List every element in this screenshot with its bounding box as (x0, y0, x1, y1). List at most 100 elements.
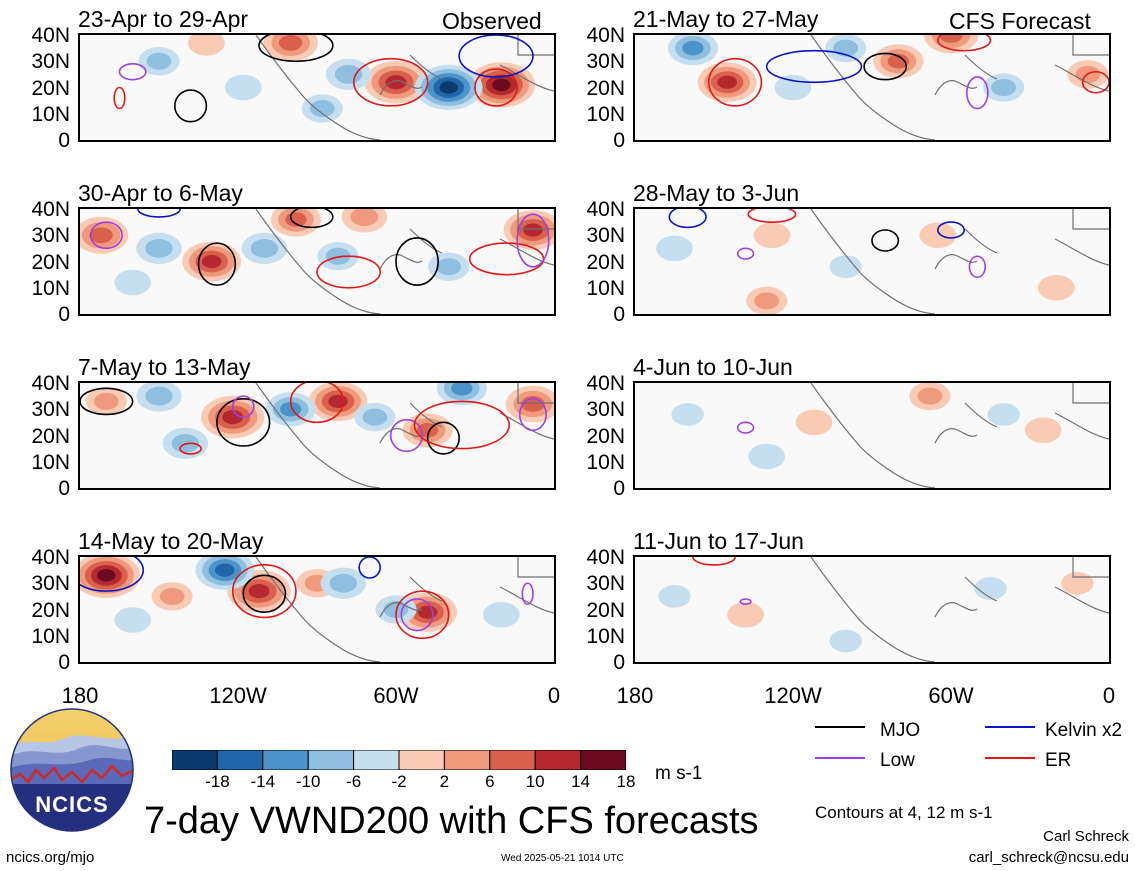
er-contour (289, 383, 345, 424)
colorbar-swatches (171, 749, 627, 771)
colorbar-swatch (262, 749, 309, 771)
y-tick-label: 30N (31, 224, 70, 248)
y-tick-label: 10N (31, 276, 70, 300)
colorbar-label: -18 (205, 772, 230, 791)
positive-anomaly (278, 35, 303, 51)
negative-anomaly (114, 607, 152, 633)
map-panel-p3 (78, 381, 556, 490)
kelvin-contour (137, 209, 181, 218)
er-contour (468, 242, 545, 276)
negative-anomaly (748, 443, 786, 470)
panel-title-p6: 28-May to 3-Jun (633, 180, 800, 206)
panel-title-p2: 30-Apr to 6-May (78, 180, 243, 206)
colorbar-swatch (489, 749, 536, 771)
y-tick-label: 20N (31, 76, 70, 100)
y-tick-label: 20N (586, 76, 625, 100)
colorbar-label: 2 (439, 772, 450, 791)
kelvin-contour (765, 49, 863, 84)
negative-anomaly (774, 74, 812, 101)
positive-anomaly (887, 53, 910, 69)
positive-anomaly (385, 75, 407, 90)
map-field-p2 (80, 209, 554, 314)
kelvin-contour (668, 209, 707, 229)
positive-anomaly (159, 587, 185, 605)
colorbar-swatch (580, 749, 627, 771)
low-contour (739, 598, 752, 606)
negative-anomaly (451, 383, 473, 396)
low-contour (231, 395, 255, 418)
low-contour (89, 221, 123, 250)
legend-low-line (815, 757, 865, 759)
panel-title-p3: 7-May to 13-May (78, 354, 251, 380)
y-tick-label: 0 (613, 651, 625, 674)
panel-title-p8: 11-Jun to 17-Jun (633, 528, 804, 554)
er-contour (937, 35, 992, 52)
negative-anomaly (671, 403, 704, 426)
y-tick-label: 40N (586, 198, 625, 221)
colorbar-label: 18 (616, 772, 636, 791)
map-field-p6 (656, 209, 1109, 314)
author-email[interactable]: carl_schreck@ncsu.edu (968, 849, 1129, 866)
y-tick-label: 40N (31, 372, 70, 395)
negative-anomaly (329, 573, 358, 593)
colorbar-swatch (216, 749, 264, 771)
coastline (810, 35, 1109, 140)
y-tick-label: 40N (31, 546, 70, 569)
mjo-contour (395, 237, 439, 286)
positive-anomaly (417, 605, 438, 619)
positive-anomaly (1024, 417, 1062, 444)
er-contour (413, 400, 511, 450)
x-tick-label: 60W (928, 683, 974, 708)
coastline (810, 383, 1109, 488)
legend-er-line (985, 757, 1035, 759)
negative-anomaly (362, 408, 388, 426)
y-tick-label: 10N (31, 450, 70, 474)
panel-title-p5: 21-May to 27-May (633, 6, 819, 32)
x-tick-label: 180 (61, 683, 99, 708)
negative-anomaly (146, 52, 172, 70)
low-contour (966, 76, 989, 110)
colorbar-label: -2 (391, 772, 407, 791)
coastline (255, 35, 554, 140)
legend-mjo-label: MJO (880, 720, 921, 741)
low-contour (389, 418, 424, 453)
positive-anomaly (919, 222, 957, 249)
author-name: Carl Schreck (1043, 828, 1129, 845)
positive-anomaly (727, 601, 764, 628)
er-contour (113, 86, 126, 110)
negative-anomaly (114, 269, 152, 296)
y-tick-label: 30N (31, 572, 70, 596)
colorbar-label: -10 (295, 772, 321, 791)
negative-anomaly (145, 386, 173, 406)
y-tick-label: 40N (586, 546, 625, 569)
y-tick-label: 20N (31, 424, 70, 448)
map-field-p1 (113, 35, 554, 140)
er-contour (1081, 70, 1109, 94)
positive-anomaly (795, 409, 833, 436)
y-tick-label: 40N (586, 372, 625, 395)
source-url[interactable]: ncics.org/mjo (6, 849, 95, 866)
negative-anomaly (987, 403, 1020, 426)
colorbar-swatch (353, 749, 400, 771)
ncics-logo-graphic (10, 708, 134, 832)
negative-anomaly (482, 601, 520, 628)
x-tick-label: 60W (373, 683, 419, 708)
positive-anomaly (188, 35, 225, 56)
er-contour (316, 255, 382, 289)
positive-anomaly (97, 569, 116, 582)
y-tick-label: 10N (31, 102, 70, 126)
positive-anomaly (350, 209, 379, 227)
panel-title-p7: 4-Jun to 10-Jun (633, 354, 793, 380)
y-tick-label: 20N (586, 424, 625, 448)
negative-anomaly (656, 235, 693, 262)
legend-mjo-line (815, 726, 865, 728)
negative-anomaly (309, 100, 335, 117)
y-tick-label: 30N (586, 398, 625, 422)
coastline (810, 209, 1109, 314)
kelvin-contour (458, 35, 534, 78)
er-contour (474, 68, 518, 107)
mjo-contour (216, 397, 271, 447)
legend-kelvin-label: Kelvin x2 (1045, 720, 1123, 741)
y-tick-label: 10N (31, 624, 70, 648)
coastline (255, 383, 554, 488)
